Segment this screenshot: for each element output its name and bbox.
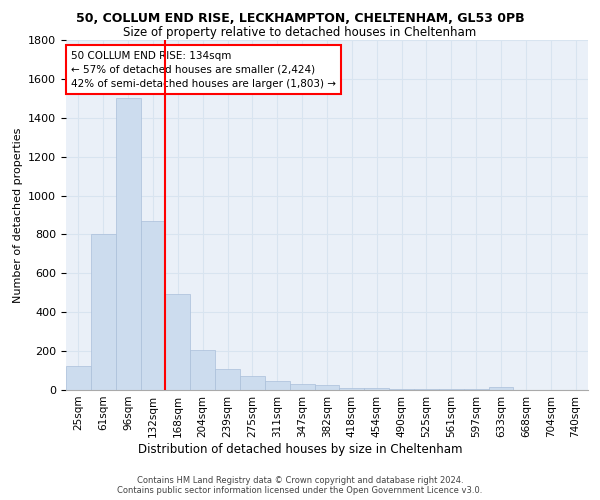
Bar (314, 385, 340, 390)
Bar (389, 389, 414, 390)
Text: 50 COLLUM END RISE: 134sqm
← 57% of detached houses are smaller (2,424)
42% of s: 50 COLLUM END RISE: 134sqm ← 57% of deta… (71, 50, 336, 88)
Text: Distribution of detached houses by size in Cheltenham: Distribution of detached houses by size … (138, 442, 462, 456)
Bar (488, 387, 514, 390)
Text: 50, COLLUM END RISE, LECKHAMPTON, CHELTENHAM, GL53 0PB: 50, COLLUM END RISE, LECKHAMPTON, CHELTE… (76, 12, 524, 26)
Bar (215, 368, 240, 390)
Y-axis label: Number of detached properties: Number of detached properties (13, 128, 23, 302)
Bar (340, 388, 364, 390)
Text: Contains HM Land Registry data © Crown copyright and database right 2024.
Contai: Contains HM Land Registry data © Crown c… (118, 476, 482, 495)
Bar (190, 350, 215, 390)
Bar (116, 98, 140, 390)
Text: Size of property relative to detached houses in Cheltenham: Size of property relative to detached ho… (124, 26, 476, 39)
Bar (265, 381, 290, 390)
Bar (414, 389, 439, 390)
Bar (439, 389, 464, 390)
Bar (140, 221, 166, 390)
Bar (66, 366, 91, 390)
Bar (464, 389, 488, 390)
Bar (166, 294, 190, 390)
Bar (91, 234, 116, 390)
Bar (240, 376, 265, 390)
Bar (364, 388, 389, 390)
Bar (290, 384, 314, 390)
